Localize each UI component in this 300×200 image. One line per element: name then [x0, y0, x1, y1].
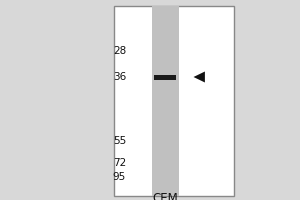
Bar: [152, 6, 178, 196]
Bar: [114, 6, 234, 196]
Text: 36: 36: [113, 72, 126, 82]
Polygon shape: [194, 72, 205, 82]
Bar: [154, 74, 176, 79]
Text: CEM: CEM: [152, 192, 178, 200]
Text: 95: 95: [113, 172, 126, 182]
Text: 28: 28: [113, 46, 126, 56]
Text: 55: 55: [113, 136, 126, 146]
Text: 72: 72: [113, 158, 126, 168]
